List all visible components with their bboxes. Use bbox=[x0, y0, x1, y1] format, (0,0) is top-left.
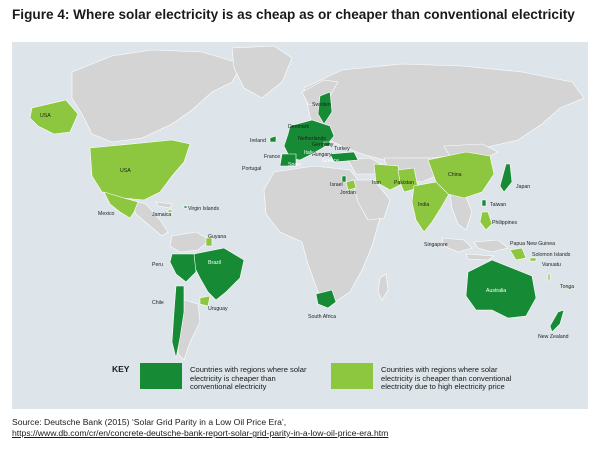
label-guyana: Guyana bbox=[208, 234, 226, 240]
label-south-africa: South Africa bbox=[308, 314, 336, 320]
key-item-1-text: Countries with regions where solar elect… bbox=[190, 365, 307, 392]
world-map: USA USA Mexico Virgin Islands Jamaica Gu… bbox=[12, 42, 588, 409]
label-solomon-islands: Solomon Islands bbox=[532, 252, 571, 258]
key-swatch-dark-green bbox=[140, 363, 182, 389]
label-taiwan: Taiwan bbox=[490, 202, 506, 208]
label-germany: Germany bbox=[312, 142, 334, 148]
turkey-shape bbox=[329, 151, 359, 163]
label-papua-new-guinea: Papua New Guinea bbox=[510, 241, 555, 247]
label-new-zealand: New Zealand bbox=[538, 334, 569, 340]
label-japan: Japan bbox=[516, 184, 530, 190]
label-usa: USA bbox=[120, 168, 131, 174]
spain-shape bbox=[279, 153, 297, 167]
guyana-shape bbox=[205, 237, 213, 247]
philippines-shape bbox=[479, 211, 493, 231]
usa-alaska-shape bbox=[29, 99, 79, 135]
iran-shape bbox=[373, 163, 403, 191]
label-netherlands: Netherlands bbox=[298, 136, 326, 142]
key-item-2-text: Countries with regions where solar elect… bbox=[381, 365, 512, 392]
label-australia: Australia bbox=[486, 288, 506, 294]
peru-shape bbox=[169, 253, 197, 283]
label-greece: Greece bbox=[322, 158, 339, 164]
label-denmark: Denmark bbox=[288, 124, 309, 130]
png-shape bbox=[509, 247, 527, 261]
label-uruguay: Uruguay bbox=[208, 306, 228, 312]
australia-shape bbox=[465, 259, 537, 319]
label-portugal: Portugal bbox=[242, 166, 261, 172]
new-zealand-shape bbox=[549, 309, 565, 333]
label-tonga: Tonga bbox=[560, 284, 574, 290]
usa-shape bbox=[89, 139, 191, 201]
sweden-shape bbox=[317, 91, 333, 125]
russia-shape bbox=[303, 63, 585, 161]
brazil-shape bbox=[193, 247, 245, 301]
label-ireland: Ireland bbox=[250, 138, 266, 144]
south-america-north-shape bbox=[169, 231, 211, 253]
label-hungary: Hungary bbox=[312, 152, 332, 158]
label-jamaica: Jamaica bbox=[152, 212, 171, 218]
label-china: China bbox=[448, 172, 462, 178]
label-mexico: Mexico bbox=[98, 211, 115, 217]
source-url-link[interactable]: https://www.db.com/cr/en/concrete-deutsc… bbox=[12, 428, 389, 438]
greenland-shape bbox=[231, 45, 293, 99]
pakistan-shape bbox=[397, 167, 419, 193]
label-virgin-islands: Virgin Islands bbox=[188, 206, 219, 212]
canada-shape bbox=[71, 49, 243, 143]
label-iran: Iran bbox=[372, 180, 381, 186]
label-singapore: Singapore bbox=[424, 242, 448, 248]
china-shape bbox=[427, 151, 495, 199]
label-jordan: Jordan bbox=[340, 190, 356, 196]
label-vanuatu: Vanuatu bbox=[542, 262, 561, 268]
label-peru: Peru bbox=[152, 262, 163, 268]
label-india: India bbox=[418, 202, 429, 208]
central-america-shape bbox=[129, 199, 169, 237]
label-italy: Italy bbox=[304, 150, 314, 156]
source-citation: Source: Deutsche Bank (2015) ‘Solar Grid… bbox=[12, 417, 388, 439]
mexico-shape bbox=[103, 191, 139, 219]
label-pakistan: Pakistan bbox=[394, 180, 414, 186]
label-brazil: Brazil bbox=[208, 260, 221, 266]
uruguay-shape bbox=[199, 295, 211, 307]
label-israel: Israel bbox=[330, 182, 343, 188]
label-turkey: Turkey bbox=[334, 146, 350, 152]
europe-cluster-shape bbox=[283, 119, 335, 161]
label-usa-alaska: USA bbox=[40, 113, 51, 119]
label-spain: Spain bbox=[288, 162, 301, 168]
key-swatch-light-green bbox=[331, 363, 373, 389]
chile-shape bbox=[171, 285, 185, 359]
label-france: France bbox=[264, 154, 280, 160]
key-heading: KEY bbox=[112, 364, 130, 374]
label-sweden: Sweden bbox=[312, 102, 331, 108]
japan-shape bbox=[499, 163, 513, 193]
south-africa-shape bbox=[315, 289, 337, 309]
arabia-shape bbox=[351, 179, 391, 221]
source-line: Source: Deutsche Bank (2015) ‘Solar Grid… bbox=[12, 417, 287, 427]
ireland-shape bbox=[269, 135, 277, 143]
jordan-shape bbox=[345, 179, 357, 191]
label-chile: Chile bbox=[152, 300, 164, 306]
label-philippines: Philippines bbox=[492, 220, 517, 226]
figure-title: Figure 4: Where solar electricity is as … bbox=[12, 7, 575, 22]
